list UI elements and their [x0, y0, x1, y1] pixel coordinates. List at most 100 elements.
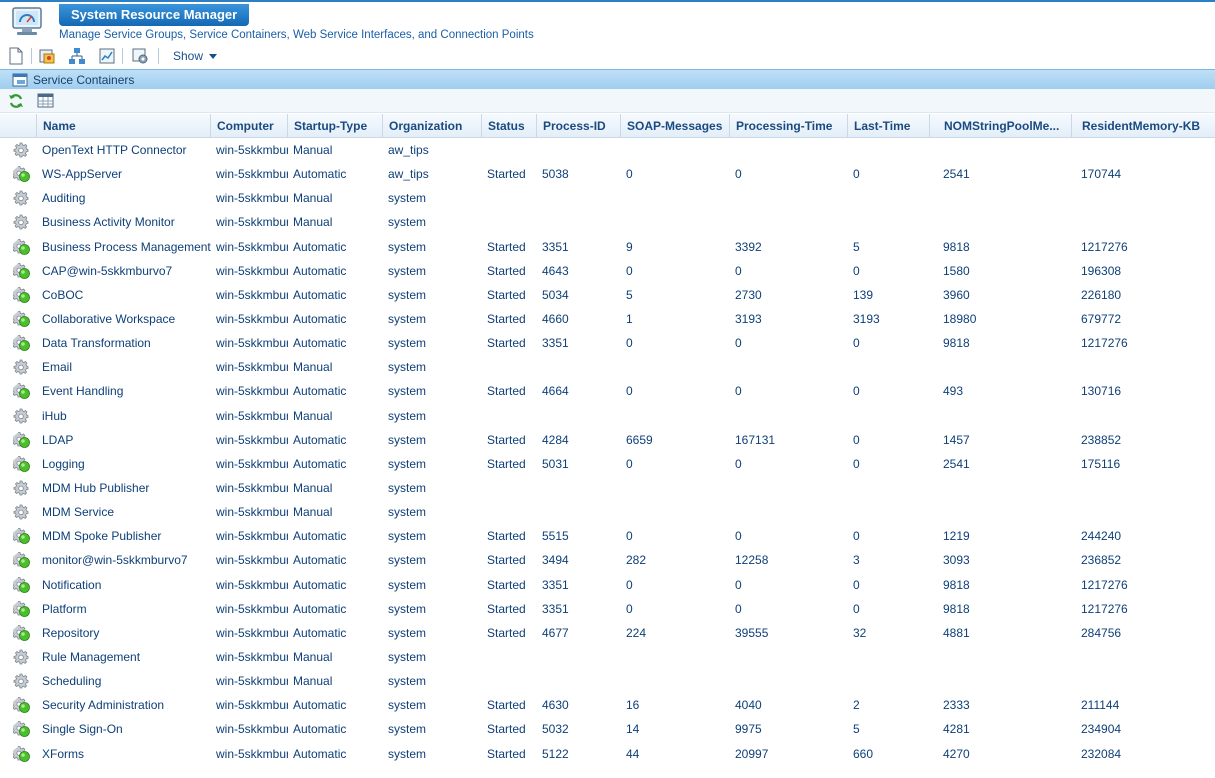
table-row[interactable]: monitor@win-5skkmburvo7 win-5skkmbur Autom…	[0, 548, 1215, 572]
cell-organization: system	[388, 649, 427, 664]
table-row[interactable]: CAP@win-5skkmburvo7 win-5skkmbur Automatic…	[0, 259, 1215, 283]
table-row[interactable]: Security Administration win-5skkmbur Autom…	[0, 693, 1215, 717]
cell-startup-type: Automatic	[293, 239, 347, 254]
column-header-soap-messages[interactable]: SOAP-Messages	[620, 114, 730, 138]
cell-soap-messages: 0	[626, 601, 633, 616]
gear-icon	[13, 408, 30, 424]
cell-nomstringpool-memory: 1580	[943, 263, 970, 278]
table-row[interactable]: Platform win-5skkmbur Automatic system Start…	[0, 597, 1215, 621]
cell-status: Started	[487, 577, 526, 592]
table-row[interactable]: Data Transformation win-5skkmbur Automatic…	[0, 331, 1215, 355]
column-header-last-time[interactable]: Last-Time	[847, 114, 935, 138]
system-resource-manager-icon	[10, 6, 44, 38]
columns-icon[interactable]	[37, 93, 54, 108]
cell-last-time	[847, 645, 935, 669]
show-menu[interactable]: Show	[173, 49, 218, 63]
table-row[interactable]: Repository win-5skkmbur Automatic system Sta…	[0, 621, 1215, 645]
cell-startup-type: Manual	[293, 480, 333, 495]
cell-process-id: 4284	[542, 432, 569, 447]
cell-soap-messages	[620, 186, 730, 210]
table-row[interactable]: Rule Management win-5skkmbur Manual system	[0, 645, 1215, 669]
column-header-computer[interactable]: Computer	[210, 114, 288, 138]
column-header-resident-memory-kb[interactable]: ResidentMemory-KB	[1071, 114, 1215, 138]
cell-resident-memory-kb	[1071, 404, 1215, 428]
table-row[interactable]: Notification win-5skkmbur Automatic system S…	[0, 573, 1215, 597]
cell-status: Started	[487, 239, 526, 254]
cell-startup-type: Automatic	[293, 263, 347, 278]
cell-nomstringpool-memory: 4270	[943, 746, 970, 761]
column-header-nomstringpool-memory[interactable]: NOMStringPoolMe...	[929, 114, 1075, 138]
report-icon[interactable]	[98, 47, 116, 65]
cell-nomstringpool-memory: 2541	[943, 456, 970, 471]
cell-computer: win-5skkmbur	[216, 360, 288, 375]
table-row[interactable]: CoBOC win-5skkmbur Automatic system Started 5…	[0, 283, 1215, 307]
cell-nomstringpool-memory	[929, 355, 1075, 379]
table-row[interactable]: Email win-5skkmbur Manual system	[0, 355, 1215, 379]
cell-organization: aw_tips	[388, 167, 429, 182]
hierarchy-icon[interactable]	[68, 47, 86, 65]
cell-status: Started	[487, 167, 526, 182]
table-row[interactable]: MDM Service win-5skkmbur Manual system	[0, 500, 1215, 524]
table-row[interactable]: iHub win-5skkmbur Manual system	[0, 404, 1215, 428]
gear-running-icon	[11, 745, 30, 762]
cell-resident-memory-kb: 211144	[1081, 698, 1120, 713]
table-row[interactable]: LDAP win-5skkmbur Automatic system Started 42…	[0, 428, 1215, 452]
cell-service-name: MDM Service	[42, 505, 115, 520]
cell-status	[481, 138, 537, 162]
cell-last-time: 0	[853, 384, 860, 399]
cell-status: Started	[487, 601, 526, 616]
column-header-process-id[interactable]: Process-ID	[536, 114, 626, 138]
cell-soap-messages: 0	[626, 529, 633, 544]
cell-service-name: MDM Spoke Publisher	[42, 529, 162, 544]
cell-computer: win-5skkmbur	[216, 239, 288, 254]
cell-resident-memory-kb: 244240	[1081, 529, 1122, 544]
cell-computer: win-5skkmbur	[216, 311, 288, 326]
table-row[interactable]: Business Process Management win-5skkmbur A…	[0, 235, 1215, 259]
cell-process-id: 5031	[542, 456, 569, 471]
cell-process-id: 4660	[542, 311, 569, 326]
table-row[interactable]: Scheduling win-5skkmbur Manual system	[0, 669, 1215, 693]
cell-last-time	[847, 500, 935, 524]
cell-last-time	[847, 404, 935, 428]
table-row[interactable]: Collaborative Workspace win-5skkmbur Autom…	[0, 307, 1215, 331]
cell-service-name: Business Process Management	[42, 239, 211, 254]
cell-status: Started	[487, 336, 526, 351]
column-header-organization[interactable]: Organization	[382, 114, 482, 138]
table-row[interactable]: Event Handling win-5skkmbur Automatic syste…	[0, 379, 1215, 403]
table-row[interactable]: Auditing win-5skkmbur Manual system	[0, 186, 1215, 210]
column-header-status[interactable]: Status	[481, 114, 537, 138]
table-row[interactable]: Single Sign-On win-5skkmbur Automatic syste…	[0, 717, 1215, 741]
gear-running-icon	[11, 262, 30, 279]
cell-startup-type: Manual	[293, 505, 333, 520]
column-header-startup-type[interactable]: Startup-Type	[287, 114, 385, 138]
cell-organization: system	[388, 480, 427, 495]
table-row[interactable]: XForms win-5skkmbur Automatic system Started…	[0, 742, 1215, 766]
cell-process-id: 3351	[542, 601, 569, 616]
gear-icon	[13, 504, 30, 520]
cell-processing-time: 167131	[735, 432, 776, 447]
cell-processing-time: 0	[735, 384, 742, 399]
cell-process-id: 5032	[542, 722, 569, 737]
cell-startup-type: Automatic	[293, 601, 347, 616]
table-row[interactable]: Business Activity Monitor win-5skkmbur Man…	[0, 210, 1215, 234]
new-document-icon[interactable]	[7, 47, 25, 65]
column-header-name[interactable]: Name	[36, 114, 212, 138]
cell-soap-messages: 9	[626, 239, 633, 254]
gear-icon	[13, 142, 30, 158]
cell-resident-memory-kb	[1071, 500, 1215, 524]
table-row[interactable]: WS-AppServer win-5skkmbur Automatic aw_tips…	[0, 162, 1215, 186]
refresh-icon[interactable]	[8, 93, 24, 109]
column-header-processing-time[interactable]: Processing-Time	[729, 114, 851, 138]
cell-startup-type: Manual	[293, 649, 333, 664]
service-containers-panel-header: Service Containers	[0, 69, 1215, 89]
table-row[interactable]: MDM Hub Publisher win-5skkmbur Manual syste…	[0, 476, 1215, 500]
gear-running-icon	[11, 552, 30, 569]
table-row[interactable]: MDM Spoke Publisher win-5skkmbur Automatic…	[0, 524, 1215, 548]
service-group-icon[interactable]	[38, 47, 56, 65]
cell-status	[481, 404, 537, 428]
cell-processing-time	[729, 645, 851, 669]
table-row[interactable]: OpenText HTTP Connector win-5skkmbur Manua…	[0, 138, 1215, 162]
configure-icon[interactable]	[131, 47, 149, 65]
header-corner	[1191, 0, 1215, 10]
table-row[interactable]: Logging win-5skkmbur Automatic system Starte…	[0, 452, 1215, 476]
